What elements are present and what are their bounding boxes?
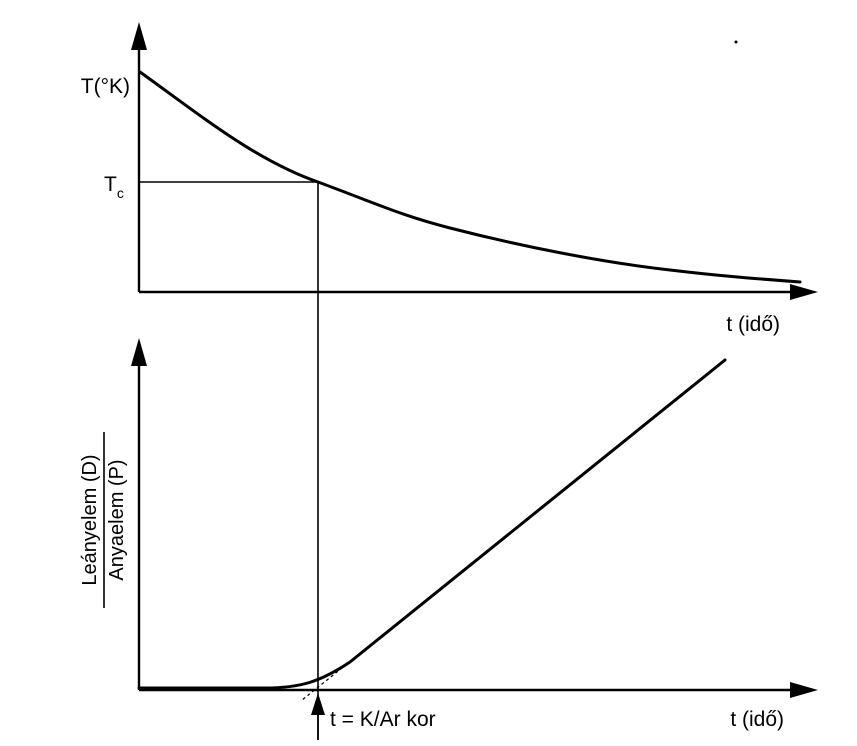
bottom-y-axis-label: Leányelem (D) Anyaelem (P) bbox=[79, 432, 128, 608]
tc-label-main: T bbox=[104, 173, 117, 196]
scan-speck bbox=[734, 40, 738, 44]
tc-label-sub: c bbox=[117, 185, 124, 201]
bottom-x-axis-label: t (idő) bbox=[730, 708, 784, 731]
ratio-numerator-label: Leányelem (D) bbox=[79, 454, 101, 585]
bottom-x-axis-arrow-icon bbox=[790, 682, 818, 698]
ratio-curve bbox=[137, 358, 727, 690]
temperature-curve bbox=[138, 70, 802, 284]
age-marker-arrow-icon bbox=[311, 693, 325, 715]
top-x-axis-label: t (idő) bbox=[726, 313, 780, 336]
ratio-extrapolation bbox=[301, 659, 353, 701]
bottom-y-axis-arrow-icon bbox=[131, 338, 147, 366]
age-marker-label: t = K/Ar kor bbox=[330, 708, 436, 731]
top-y-axis-arrow-icon bbox=[131, 22, 147, 50]
bottom-graph: Leányelem (D) Anyaelem (P) t (idő) t = K… bbox=[79, 338, 818, 740]
top-x-axis-arrow-icon bbox=[790, 284, 818, 300]
top-graph: T(°K) Tc t (idő) bbox=[81, 22, 818, 336]
ratio-denominator-label: Anyaelem (P) bbox=[106, 459, 128, 580]
tc-label: Tc bbox=[104, 173, 124, 201]
top-y-axis-label: T(°K) bbox=[81, 75, 130, 98]
